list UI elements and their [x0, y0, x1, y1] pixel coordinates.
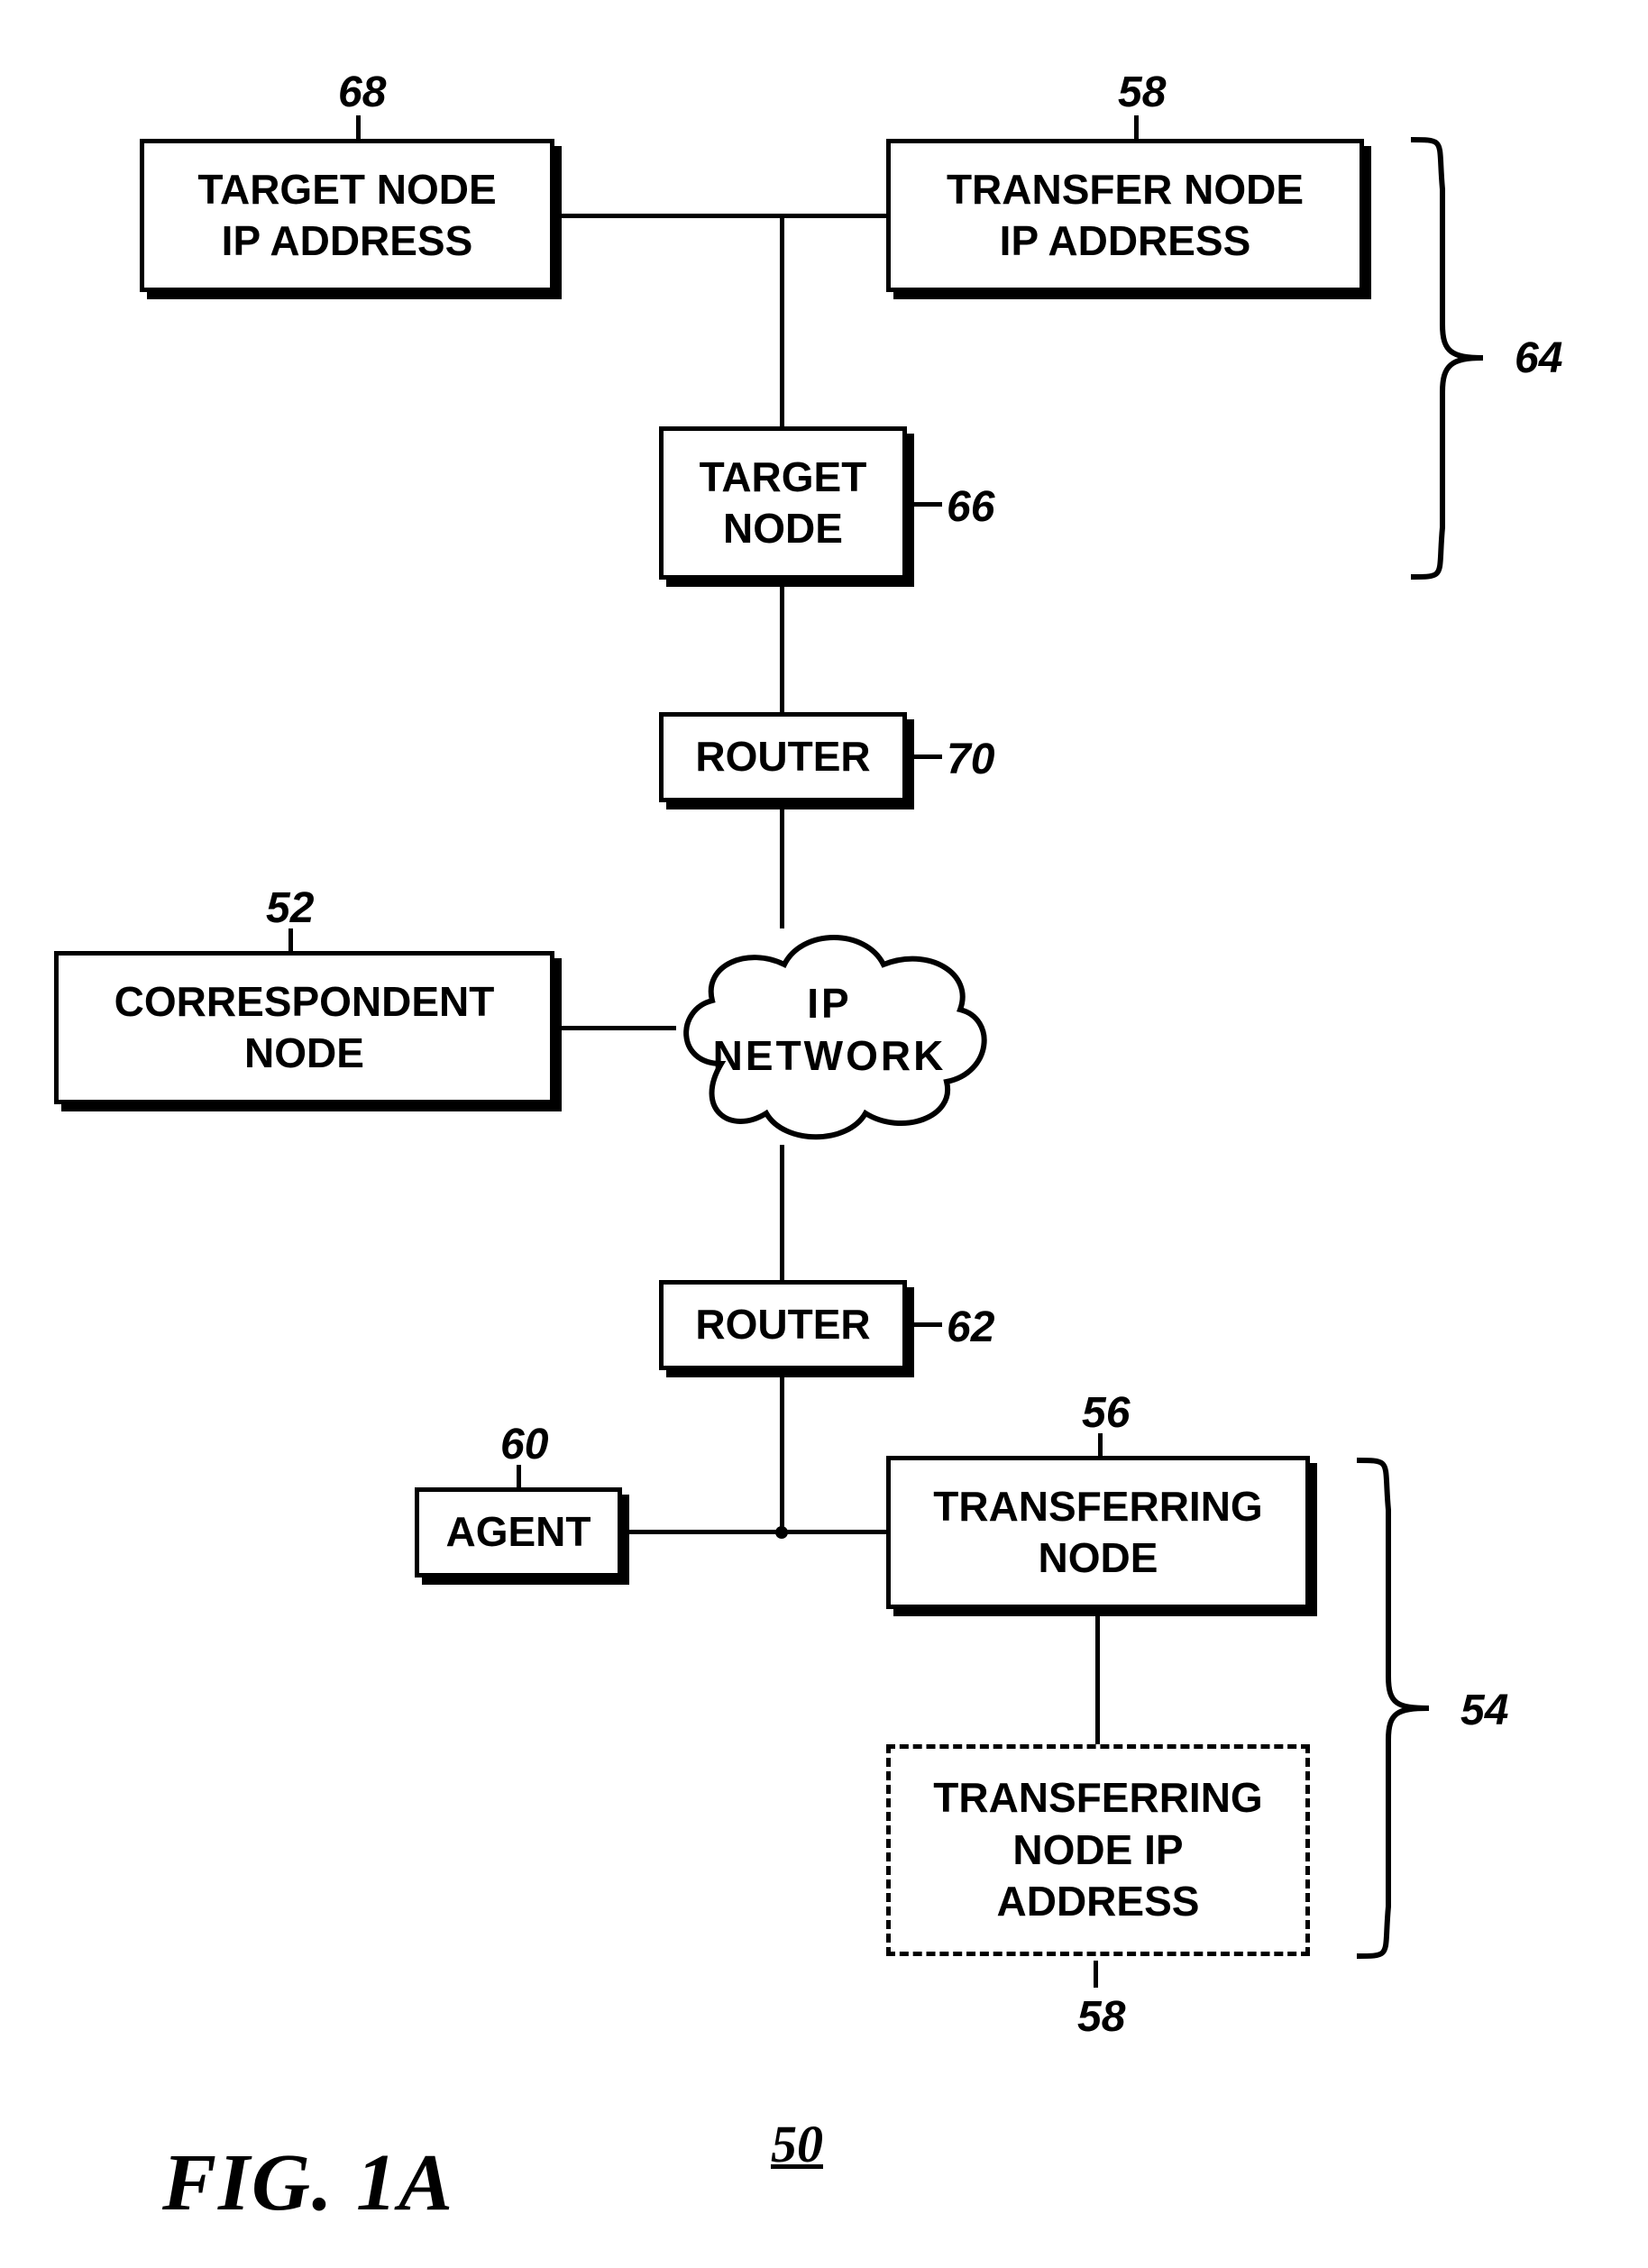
figure-title: FIG. 1A [162, 2136, 454, 2229]
junction-dot [775, 1526, 788, 1539]
transferring-node-ip-box: TRANSFERRING NODE IP ADDRESS [886, 1744, 1310, 1956]
line-transfer-down [1095, 1609, 1100, 1744]
tick-58 [1134, 115, 1139, 139]
router-top-box: ROUTER [659, 712, 907, 802]
line-transfer-ip-h [780, 214, 886, 218]
network-diagram: 68 58 66 70 52 62 60 56 58 64 54 TARGET … [0, 0, 1648, 2268]
line-agent-h [622, 1530, 886, 1534]
target-node-ip-box: TARGET NODE IP ADDRESS [140, 139, 554, 292]
line-target-ip-h [554, 214, 780, 218]
tick-56 [1098, 1433, 1103, 1456]
target-node-label: TARGET NODE [700, 452, 867, 555]
tick-70 [911, 754, 942, 759]
ref-54: 54 [1460, 1686, 1508, 1735]
correspondent-box: CORRESPONDENT NODE [54, 951, 554, 1104]
tick-68 [356, 115, 361, 139]
ref-64: 64 [1515, 334, 1562, 383]
target-node-ip-label: TARGET NODE IP ADDRESS [197, 164, 496, 268]
ip-network-label: IP NETWORK [703, 978, 956, 1082]
transferring-node-box: TRANSFERRING NODE [886, 1456, 1310, 1609]
router-bottom-box: ROUTER [659, 1280, 907, 1370]
line-central-v1 [780, 214, 784, 426]
ref-66: 66 [947, 482, 994, 532]
correspondent-label: CORRESPONDENT NODE [114, 976, 495, 1080]
target-node-box: TARGET NODE [659, 426, 907, 580]
router-top-label: ROUTER [695, 731, 870, 783]
ref-58-bottom: 58 [1077, 1992, 1125, 2042]
router-bottom-label: ROUTER [695, 1299, 870, 1351]
tick-62 [911, 1322, 942, 1327]
transfer-node-ip-label: TRANSFER NODE IP ADDRESS [947, 164, 1304, 268]
brace-bottom [1348, 1456, 1447, 1961]
brace-top [1402, 135, 1501, 581]
line-router-down [780, 1370, 784, 1532]
tick-52 [288, 928, 293, 951]
agent-box: AGENT [415, 1487, 622, 1578]
tick-58b [1094, 1961, 1098, 1988]
tick-60 [517, 1465, 521, 1487]
ref-58-top: 58 [1118, 68, 1166, 117]
transferring-node-ip-label: TRANSFERRING NODE IP ADDRESS [933, 1772, 1262, 1928]
line-target-router [780, 580, 784, 712]
ref-56: 56 [1082, 1388, 1130, 1438]
transferring-node-label: TRANSFERRING NODE [933, 1481, 1262, 1585]
ref-62: 62 [947, 1303, 994, 1352]
ref-68: 68 [338, 68, 386, 117]
ref-60: 60 [500, 1420, 548, 1469]
tick-66 [911, 502, 942, 507]
agent-label: AGENT [446, 1506, 591, 1559]
ref-52: 52 [266, 883, 314, 933]
figure-number: 50 [771, 2114, 823, 2174]
ref-70: 70 [947, 735, 994, 784]
transfer-node-ip-box: TRANSFER NODE IP ADDRESS [886, 139, 1364, 292]
